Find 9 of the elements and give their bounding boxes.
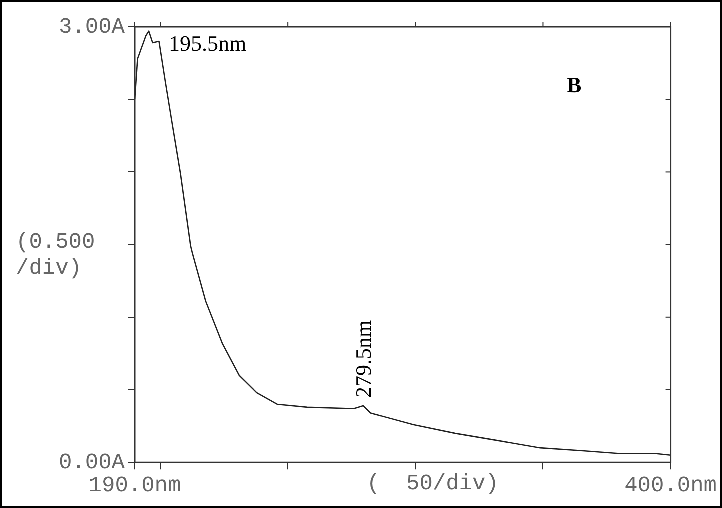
x-axis-title: ( 50/div) <box>366 471 499 496</box>
y-tick-label: 3.00A <box>58 14 126 40</box>
y-tick-label: 0.00A <box>58 450 126 476</box>
x-tick-label: 190.0nm <box>88 474 182 499</box>
x-tick-label: 400.0nm <box>624 474 718 499</box>
annotation: B <box>567 72 582 98</box>
annotation: 279.5nm <box>351 320 376 398</box>
y-axis-title: (0.500 /div) <box>16 230 96 282</box>
annotation: 195.5nm <box>169 31 247 56</box>
